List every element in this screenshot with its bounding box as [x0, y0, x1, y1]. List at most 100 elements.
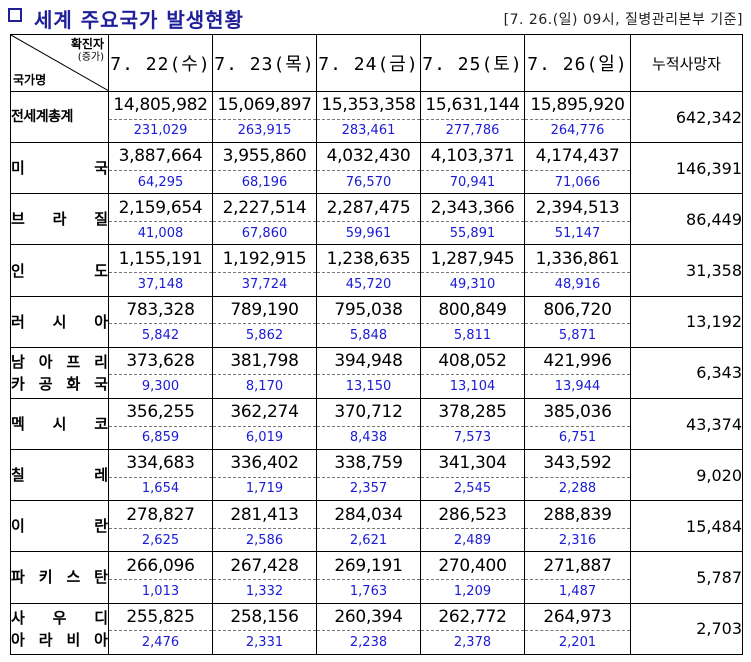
daily-increase-cell: 1,763 [316, 579, 421, 604]
confirmed-total-cell: 795,038 [316, 295, 421, 325]
table-row: 칠 레 334,683 336,402 338,759 341,304 343,592 9,0… [10, 449, 743, 502]
confirmed-total-cell: 2,227,514 [212, 193, 317, 222]
confirmed-total-cell: 378,285 [420, 397, 525, 427]
daily-increase-cell: 2,357 [316, 477, 421, 502]
confirmed-total-cell: 260,394 [316, 602, 421, 632]
cumulative-deaths-cell: 43,374 [630, 397, 743, 451]
daily-increase-cell: 2,378 [420, 630, 525, 655]
confirmed-total-cell: 3,955,860 [212, 142, 317, 171]
confirmed-total-cell: 14,805,982 [108, 91, 213, 120]
table-row: 남 아 프 리 카 공 화 국 373,628 381,798 394,948 408,052 421,… [10, 346, 743, 399]
daily-increase-cell: 6,859 [108, 426, 213, 451]
daily-increase-cell: 55,891 [420, 221, 525, 246]
daily-increase-cell: 2,238 [316, 630, 421, 655]
confirmed-total-cell: 4,103,371 [420, 142, 525, 171]
daily-increase-cell: 37,148 [108, 272, 213, 297]
date-header: 7. 26(일) [524, 34, 631, 92]
confirmed-total-cell: 264,973 [524, 602, 631, 632]
daily-increase-cell: 2,331 [212, 630, 317, 655]
daily-increase-cell: 6,019 [212, 426, 317, 451]
daily-increase-cell: 70,941 [420, 170, 525, 195]
daily-increase-cell: 67,860 [212, 221, 317, 246]
table-row: 사 우 디 아 라 비 아 255,825 258,156 260,394 262,772 264,9… [10, 602, 743, 656]
confirmed-total-cell: 1,238,635 [316, 244, 421, 274]
confirmed-total-cell: 1,192,915 [212, 244, 317, 274]
confirmed-total-cell: 258,156 [212, 602, 317, 632]
table-row-increase: 6,859 6,019 8,438 7,573 6,751 [11, 426, 743, 451]
daily-increase-cell: 8,170 [212, 374, 317, 399]
confirmed-total-cell: 4,174,437 [524, 142, 631, 171]
daily-increase-cell: 37,724 [212, 272, 317, 297]
daily-increase-cell: 2,476 [108, 630, 213, 655]
table-row: 미 국 3,887,664 3,955,860 4,032,430 4,103,371 4,… [10, 142, 743, 195]
confirmed-total-cell: 2,287,475 [316, 193, 421, 222]
table-row: 파 키 스 탄 266,096 267,428 269,191 270,400 271,887 5… [10, 551, 743, 604]
table-row-increase: 41,008 67,860 59,961 55,891 51,147 [11, 221, 743, 246]
country-name: 전세계총계 [10, 90, 109, 144]
page-title: 세계 주요국가 발생현황 [34, 8, 244, 32]
confirmed-total-cell: 338,759 [316, 449, 421, 478]
daily-increase-cell: 7,573 [420, 426, 525, 451]
daily-increase-cell: 6,751 [524, 426, 631, 451]
confirmed-total-cell: 2,159,654 [108, 193, 213, 222]
daily-increase-cell: 2,489 [420, 528, 525, 553]
cumulative-deaths-cell: 86,449 [630, 193, 743, 246]
table-row-increase: 9,300 8,170 13,150 13,104 13,944 [11, 374, 743, 399]
daily-increase-cell: 231,029 [108, 119, 213, 144]
confirmed-total-cell: 336,402 [212, 449, 317, 478]
daily-increase-cell: 49,310 [420, 272, 525, 297]
confirmed-total-cell: 267,428 [212, 551, 317, 581]
daily-increase-cell: 9,300 [108, 374, 213, 399]
table-row-increase: 37,148 37,724 45,720 49,310 48,916 [11, 272, 743, 297]
confirmed-total-cell: 789,190 [212, 295, 317, 325]
table-row-increase: 1,013 1,332 1,763 1,209 1,487 [11, 579, 743, 604]
table-row-increase: 2,625 2,586 2,621 2,489 2,316 [11, 528, 743, 553]
confirmed-total-cell: 269,191 [316, 551, 421, 581]
daily-increase-cell: 1,487 [524, 579, 631, 604]
confirmed-total-cell: 334,683 [108, 449, 213, 478]
daily-increase-cell: 2,545 [420, 477, 525, 502]
checkbox-square-icon [8, 8, 22, 22]
table-row: 멕 시 코 356,255 362,274 370,712 378,285 385,036 43… [10, 397, 743, 451]
daily-increase-cell: 41,008 [108, 221, 213, 246]
confirmed-total-cell: 356,255 [108, 397, 213, 427]
daily-increase-cell: 283,461 [316, 119, 421, 144]
cumulative-deaths-cell: 6,343 [630, 346, 743, 399]
daily-increase-cell: 64,295 [108, 170, 213, 195]
date-header: 7. 22(수) [108, 34, 213, 92]
confirmed-total-cell: 343,592 [524, 449, 631, 478]
daily-increase-cell: 1,332 [212, 579, 317, 604]
header-row: 확진자 (증가) 국가명 7. 22(수) 7. 23(목) 7. 24(금) … [10, 34, 743, 92]
confirmed-total-cell: 288,839 [524, 500, 631, 529]
confirmed-total-cell: 266,096 [108, 551, 213, 581]
daily-increase-cell: 2,288 [524, 477, 631, 502]
confirmed-total-cell: 370,712 [316, 397, 421, 427]
confirmed-total-cell: 385,036 [524, 397, 631, 427]
confirmed-total-cell: 806,720 [524, 295, 631, 325]
diagonal-line [11, 35, 108, 91]
confirmed-total-cell: 262,772 [420, 602, 525, 632]
daily-increase-cell: 1,654 [108, 477, 213, 502]
confirmed-total-cell: 4,032,430 [316, 142, 421, 171]
daily-increase-cell: 13,944 [524, 374, 631, 399]
confirmed-total-cell: 1,336,861 [524, 244, 631, 274]
table-body: 전세계총계 14,805,982 15,069,897 15,353,358 15,63… [10, 90, 743, 656]
confirmed-total-cell: 362,274 [212, 397, 317, 427]
confirmed-total-cell: 15,631,144 [420, 91, 525, 120]
cumulative-deaths-cell: 13,192 [630, 295, 743, 348]
confirmed-total-cell: 394,948 [316, 346, 421, 376]
daily-increase-cell: 2,316 [524, 528, 631, 553]
daily-increase-cell: 5,842 [108, 323, 213, 348]
confirmed-total-cell: 15,895,920 [524, 91, 631, 120]
daily-increase-cell: 1,209 [420, 579, 525, 604]
date-header: 7. 25(토) [420, 34, 525, 92]
date-header: 7. 24(금) [316, 34, 421, 92]
confirmed-total-cell: 255,825 [108, 602, 213, 632]
table-row-increase: 5,842 5,862 5,848 5,811 5,871 [11, 323, 743, 348]
